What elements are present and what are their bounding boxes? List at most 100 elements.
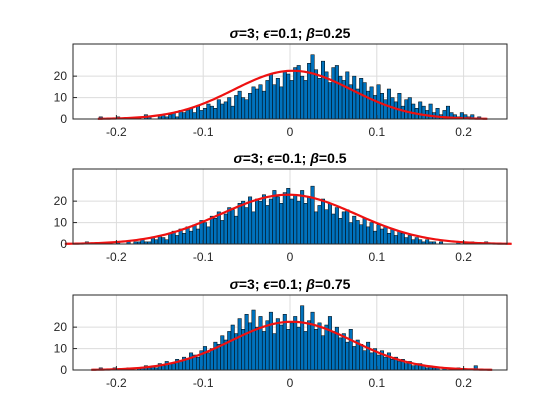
histogram-bar	[404, 237, 409, 245]
histogram-bar	[206, 352, 211, 371]
y-tick-label: 20	[54, 194, 68, 208]
histogram-bar	[175, 235, 180, 245]
histogram-bar	[244, 207, 249, 245]
histogram-bar	[314, 329, 319, 371]
histogram-bar	[223, 213, 228, 245]
y-tick-label: 20	[54, 320, 68, 334]
histogram-bar	[209, 215, 214, 245]
histogram-bar	[331, 331, 336, 371]
histogram-bar	[366, 341, 371, 371]
histogram-bar	[154, 239, 159, 245]
subplot-1-title: σ=3; ϵ=0.1; β=0.25	[230, 25, 351, 41]
subplot-2-fit	[64, 193, 512, 245]
histogram-bar	[407, 97, 412, 120]
subplot-2-x-ticks: -0.2 -0.1 0 0.1 0.2	[106, 240, 472, 264]
histogram-bar	[334, 65, 339, 120]
x-tick-label: 0	[287, 125, 294, 139]
histogram-bar	[230, 324, 235, 371]
histogram-bar	[362, 82, 367, 120]
histogram-bar	[192, 224, 197, 245]
histogram-bar	[303, 80, 308, 120]
histogram-bar	[383, 226, 388, 245]
histogram-bar	[331, 213, 336, 245]
histogram-bar	[202, 222, 207, 245]
histogram-bar	[373, 95, 378, 120]
histogram-bar	[359, 344, 364, 371]
histogram-bar	[182, 112, 187, 120]
histogram-bar	[213, 341, 218, 371]
histogram-bar	[393, 235, 398, 245]
histogram-bar	[227, 207, 232, 245]
histogram-bar	[279, 324, 284, 371]
histogram-bar	[345, 341, 350, 371]
histogram-bar	[241, 97, 246, 120]
histogram-bar	[178, 361, 183, 371]
histogram-bar	[293, 194, 298, 245]
histogram-bar	[261, 90, 266, 120]
histogram-bar	[216, 211, 221, 245]
histogram-bar	[289, 198, 294, 245]
histogram-bar	[300, 305, 305, 371]
x-tick-label: -0.1	[193, 250, 214, 264]
histogram-bar	[376, 354, 381, 371]
histogram-bar	[251, 211, 256, 245]
histogram-bar	[220, 103, 225, 120]
histogram-bar	[234, 95, 239, 120]
histogram-bar	[251, 86, 256, 120]
histogram-bar	[168, 233, 173, 245]
histogram-bar	[348, 222, 353, 245]
histogram-bar	[213, 108, 218, 120]
histogram-bar	[258, 316, 263, 371]
histogram-bar	[303, 203, 308, 245]
x-tick-label: 0.2	[455, 250, 472, 264]
x-tick-label: 0.2	[455, 125, 472, 139]
histogram-bar	[244, 314, 249, 371]
subplot-3-x-ticks: -0.2 -0.1 0 0.1 0.2	[106, 366, 472, 390]
histogram-bar	[369, 352, 374, 371]
y-tick-label: 10	[54, 216, 68, 230]
subplot-1-fit	[97, 69, 488, 120]
subplot-1: σ=3; ϵ=0.1; β=0.25 -0.2 -0.1 0 0.1 0.2 0 10 20	[54, 25, 508, 139]
histogram-bar	[338, 337, 343, 371]
histogram-bar	[255, 88, 260, 120]
histogram-bar	[223, 101, 228, 120]
histogram-bar	[397, 93, 402, 120]
histogram-bar	[373, 230, 378, 245]
histogram-bar	[300, 190, 305, 245]
x-tick-label: 0.1	[368, 376, 385, 390]
histogram-bar	[279, 86, 284, 120]
histogram-bar	[227, 331, 232, 371]
y-tick-label: 10	[54, 91, 68, 105]
histogram-bar	[296, 200, 301, 245]
histogram-bar	[220, 220, 225, 245]
histogram-bar	[258, 200, 263, 245]
subplot-3-bars	[98, 305, 478, 371]
histogram-bar	[220, 335, 225, 371]
histogram-bar	[209, 105, 214, 120]
histogram-bar	[286, 188, 291, 245]
histogram-bar	[418, 101, 423, 120]
histogram-bar	[331, 67, 336, 120]
histogram-bar	[213, 218, 218, 245]
y-tick-label: 0	[60, 112, 67, 126]
normal-fit-curve	[91, 320, 493, 371]
histogram-bar	[324, 324, 329, 371]
histogram-bar	[189, 108, 194, 120]
histogram-bar	[421, 105, 426, 120]
histogram-bar	[345, 71, 350, 120]
histogram-bar	[268, 311, 273, 371]
x-tick-label: -0.1	[193, 376, 214, 390]
histogram-bar	[341, 211, 346, 245]
subplot-2-bars	[84, 185, 489, 245]
histogram-bar	[362, 350, 367, 371]
histogram-bar	[380, 228, 384, 245]
histogram-bar	[268, 73, 273, 120]
normal-fit-curve	[97, 69, 488, 120]
histogram-bar	[327, 82, 332, 120]
y-tick-label: 20	[54, 69, 68, 83]
histogram-bar	[202, 108, 207, 120]
x-tick-label: -0.2	[106, 125, 127, 139]
histogram-bar	[380, 93, 384, 120]
histogram-bar	[345, 209, 350, 245]
histogram-bar	[168, 114, 173, 120]
